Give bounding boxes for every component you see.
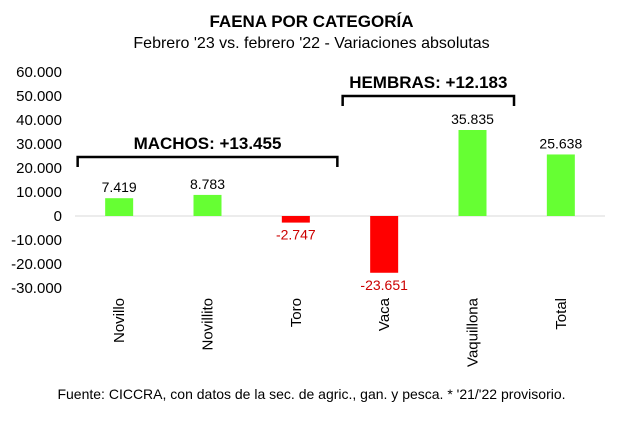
bar [546,154,575,216]
bar [193,194,222,216]
x-tick-label: Vaca [376,297,393,331]
chart-subtitle: Febrero '23 vs. febrero '22 - Variacione… [133,35,490,52]
bar [370,216,399,273]
annotation-bracket [341,94,516,106]
y-tick-label: 40.000 [16,112,62,129]
chart-title: FAENA POR CATEGORÍA [209,12,414,31]
annotation-bracket [76,155,339,167]
annotation-label: HEMBRAS: +12.183 [349,73,507,92]
data-label: 35.835 [451,111,494,127]
x-tick-label: Novillo [111,298,128,343]
x-tick-label: Total [553,298,570,330]
y-tick-label: -20.000 [11,256,62,273]
y-tick-label: 60.000 [16,64,62,81]
data-label: 25.638 [539,135,582,151]
y-tick-label: 0 [54,208,62,225]
bar [458,129,487,216]
x-tick-label: Novillito [200,298,217,351]
bar [105,198,134,216]
data-label: -2.747 [276,227,316,243]
y-tick-label: 30.000 [16,136,62,153]
x-tick-label: Vaquillona [465,297,482,367]
y-tick-label: -30.000 [11,280,62,297]
bar [281,216,310,223]
y-tick-label: 20.000 [16,160,62,177]
data-label: 7.419 [102,179,137,195]
y-tick-label: 10.000 [16,184,62,201]
annotation-label: MACHOS: +13.455 [134,134,282,153]
source-note: Fuente: CICCRA, con datos de la sec. de … [57,386,566,402]
y-tick-label: 50.000 [16,88,62,105]
data-label: 8.783 [190,176,225,192]
data-label: -23.651 [360,277,408,293]
x-tick-label: Toro [288,298,305,327]
y-tick-label: -10.000 [11,232,62,249]
